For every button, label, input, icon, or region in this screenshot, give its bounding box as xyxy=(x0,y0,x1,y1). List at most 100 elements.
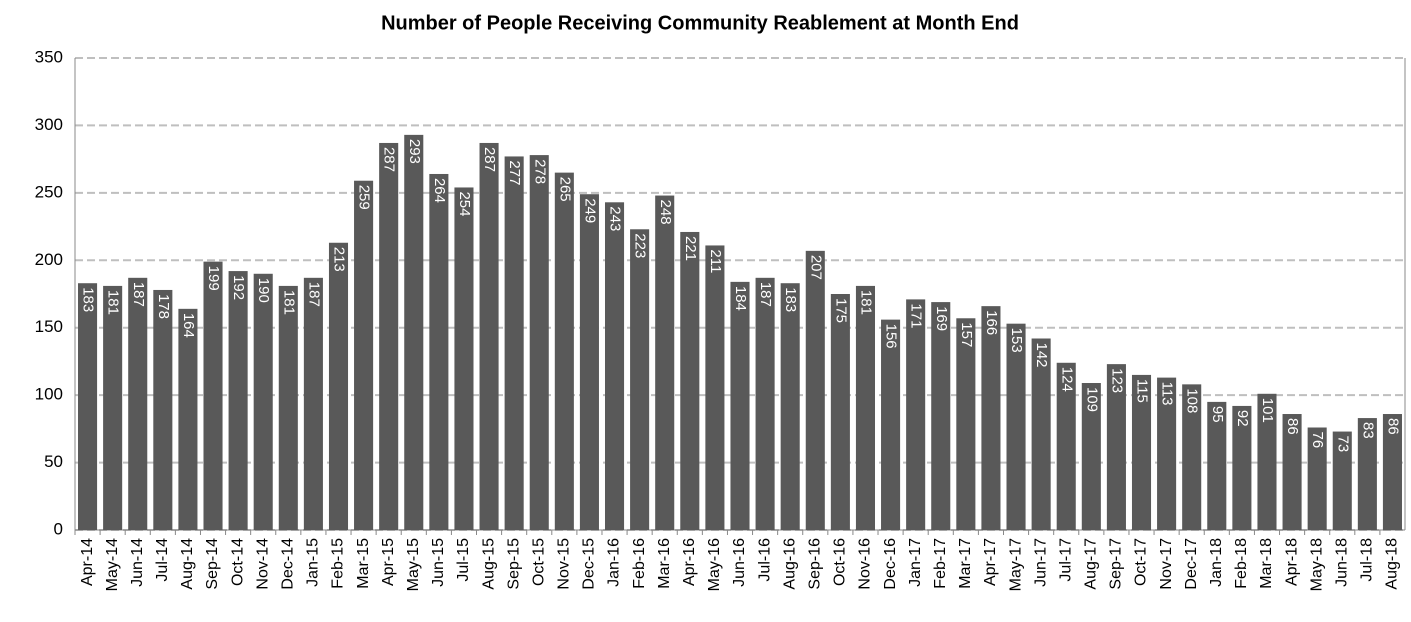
data-label: 73 xyxy=(1334,436,1351,453)
data-label: 123 xyxy=(1108,368,1125,393)
data-label: 184 xyxy=(732,286,749,311)
x-tick-label: May-14 xyxy=(104,538,121,591)
data-label: 153 xyxy=(1008,328,1025,353)
x-tick-label: Nov-15 xyxy=(556,538,573,590)
bar xyxy=(1056,362,1076,530)
bar xyxy=(1232,405,1252,530)
x-tick-label: Jan-17 xyxy=(907,538,924,587)
bar xyxy=(203,261,223,530)
data-label: 287 xyxy=(481,147,498,172)
x-tick-label: Oct-16 xyxy=(832,538,849,586)
data-label: 108 xyxy=(1184,388,1201,413)
data-label: 181 xyxy=(105,290,122,315)
data-label: 171 xyxy=(908,303,925,328)
x-tick-label: Feb-18 xyxy=(1233,538,1250,589)
data-label: 115 xyxy=(1134,379,1151,403)
data-label: 223 xyxy=(632,233,649,258)
x-tick-label: Oct-15 xyxy=(530,538,547,586)
data-label: 187 xyxy=(757,282,774,307)
y-tick-label: 250 xyxy=(35,182,63,201)
bar xyxy=(830,294,850,530)
data-label: 124 xyxy=(1058,367,1075,392)
data-label: 101 xyxy=(1259,398,1276,423)
x-tick-label: Jun-16 xyxy=(731,538,748,587)
bar xyxy=(328,242,349,531)
bar xyxy=(278,285,298,530)
bar xyxy=(906,299,926,530)
data-label: 221 xyxy=(682,236,699,261)
data-label: 157 xyxy=(958,322,975,347)
y-tick-label: 350 xyxy=(35,47,63,66)
x-tick-label: May-17 xyxy=(1007,538,1024,591)
x-tick-label: Feb-15 xyxy=(330,538,347,589)
bar xyxy=(1006,323,1026,530)
x-tick-label: Oct-14 xyxy=(229,538,246,586)
x-tick-label: Aug-14 xyxy=(179,538,196,590)
x-tick-label: Apr-17 xyxy=(982,538,999,586)
x-tick-label: Oct-17 xyxy=(1133,538,1150,586)
x-tick-label: Feb-17 xyxy=(932,538,949,589)
data-label: 95 xyxy=(1209,406,1226,423)
data-label: 199 xyxy=(205,266,222,291)
x-tick-label: Mar-16 xyxy=(656,538,673,589)
x-tick-label: Feb-16 xyxy=(631,538,648,589)
bar xyxy=(780,283,800,530)
bar xyxy=(429,173,449,530)
bar xyxy=(1357,418,1377,530)
data-label: 166 xyxy=(983,310,1000,335)
data-label: 187 xyxy=(305,282,322,307)
bar xyxy=(1081,383,1101,530)
x-tick-label: Sep-17 xyxy=(1108,538,1125,590)
bar xyxy=(504,156,524,530)
data-label: 243 xyxy=(607,206,624,231)
x-tick-label: Mar-18 xyxy=(1258,538,1275,589)
x-tick-label: Jul-15 xyxy=(455,538,472,582)
x-tick-label: Nov-16 xyxy=(857,538,874,590)
bar xyxy=(153,289,173,530)
x-tick-label: May-18 xyxy=(1308,538,1325,591)
bar xyxy=(303,277,323,530)
x-tick-label: Jul-16 xyxy=(756,538,773,582)
x-tick-label: Sep-16 xyxy=(807,538,824,590)
bar xyxy=(1382,414,1402,530)
bar xyxy=(1131,374,1152,530)
x-tick-label: Jun-14 xyxy=(129,538,146,587)
data-label: 109 xyxy=(1083,387,1100,412)
bar xyxy=(1282,414,1302,530)
data-label: 187 xyxy=(130,282,147,307)
x-tick-label: Jun-15 xyxy=(430,538,447,587)
bar xyxy=(354,180,374,530)
data-label: 265 xyxy=(556,177,573,202)
data-label: 211 xyxy=(707,249,724,273)
data-label: 192 xyxy=(230,275,247,300)
x-tick-label: May-15 xyxy=(405,538,422,591)
bar xyxy=(755,277,775,530)
x-tick-label: Aug-18 xyxy=(1384,538,1401,590)
y-tick-label: 300 xyxy=(35,115,63,134)
x-tick-label: Aug-16 xyxy=(781,538,798,590)
x-tick-label: Jul-14 xyxy=(154,538,171,582)
data-label: 86 xyxy=(1384,418,1401,435)
data-label: 164 xyxy=(180,313,197,338)
x-tick-label: Nov-17 xyxy=(1158,538,1175,590)
data-label: 181 xyxy=(858,290,875,315)
y-tick-label: 150 xyxy=(35,317,63,336)
bar xyxy=(1307,427,1327,530)
bar xyxy=(1157,377,1177,530)
data-label: 92 xyxy=(1234,410,1251,427)
x-tick-label: Jul-17 xyxy=(1057,538,1074,582)
data-label: 83 xyxy=(1359,422,1376,439)
data-label: 156 xyxy=(883,324,900,349)
bar xyxy=(379,142,399,530)
bar xyxy=(454,187,474,530)
data-label: 113 xyxy=(1159,382,1176,406)
data-label: 213 xyxy=(331,247,348,272)
y-tick-label: 100 xyxy=(35,385,63,404)
data-label: 248 xyxy=(657,200,674,225)
data-label: 190 xyxy=(255,278,272,303)
x-tick-label: Apr-16 xyxy=(681,538,698,586)
data-label: 183 xyxy=(80,287,97,312)
x-tick-label: Aug-17 xyxy=(1083,538,1100,590)
x-tick-label: Apr-14 xyxy=(79,538,96,586)
